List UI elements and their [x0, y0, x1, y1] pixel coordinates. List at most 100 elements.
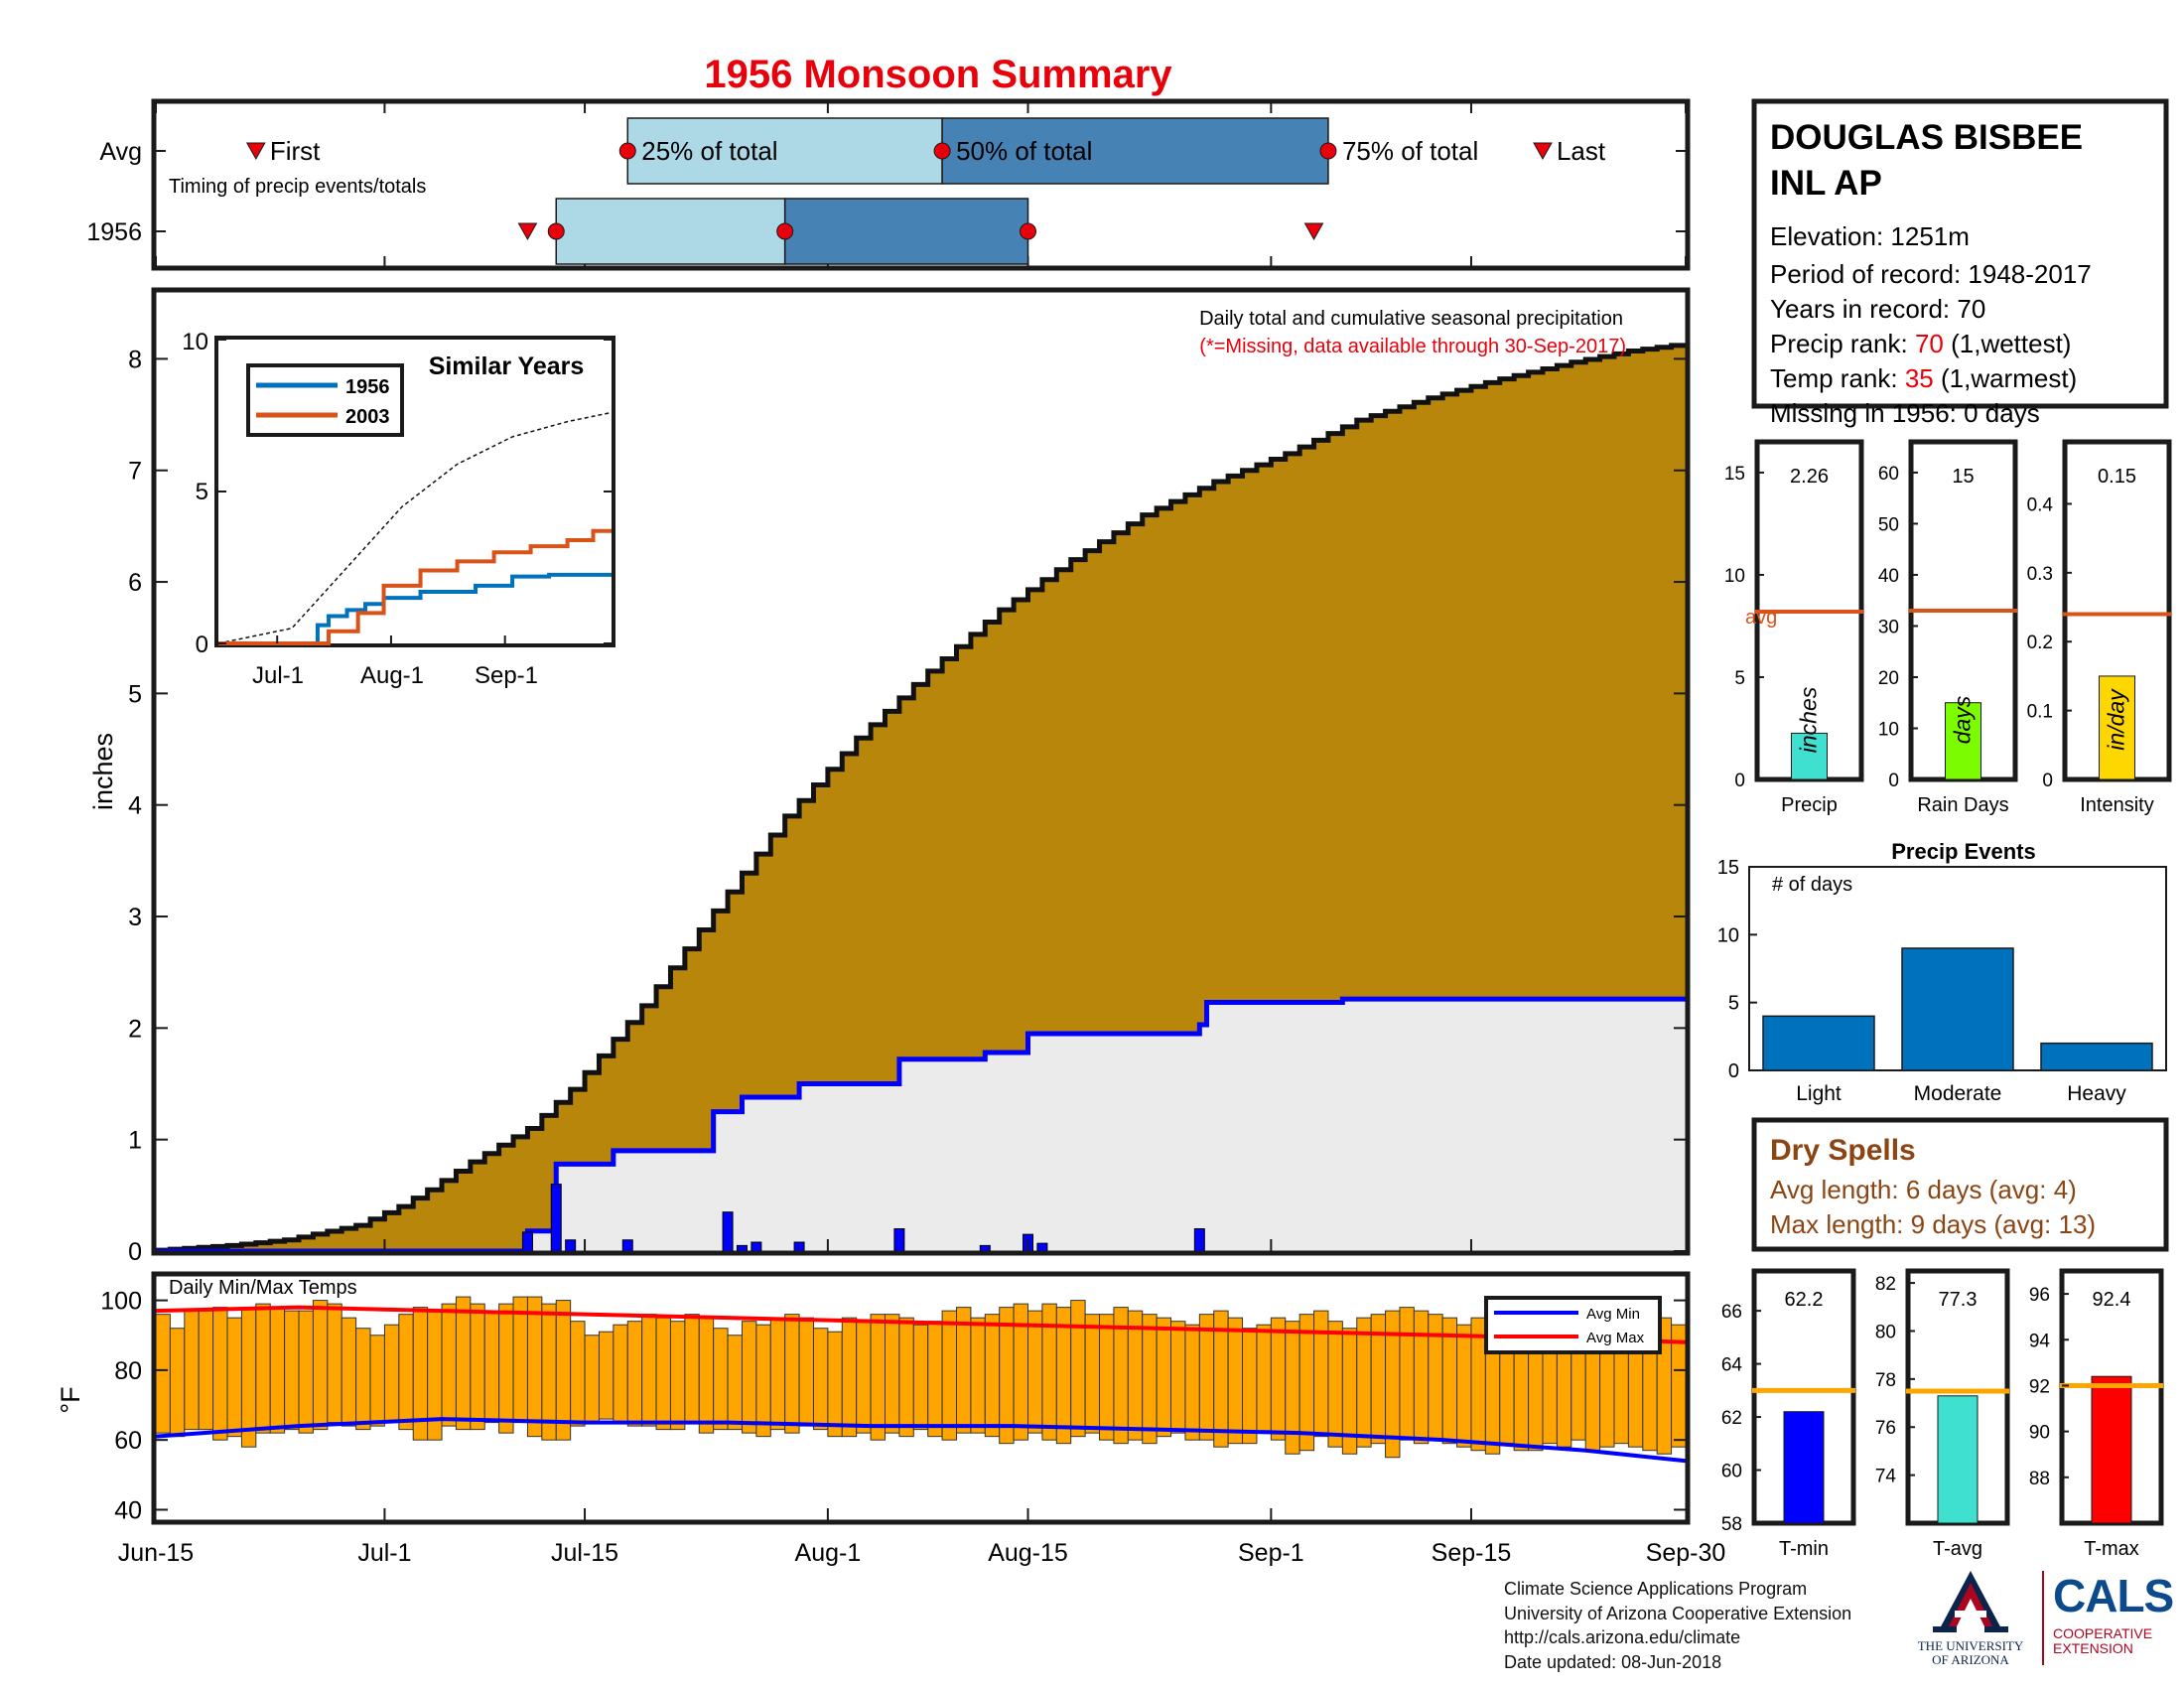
inset-legend-1956: 1956	[345, 376, 390, 398]
event-ytick-label: 15	[1717, 857, 1739, 879]
university-of-arizona-logo[interactable]: THE UNIVERSITY OF ARIZONA	[1911, 1569, 2030, 1667]
event-category-label: Light	[1796, 1082, 1842, 1105]
event-bar	[1901, 947, 2014, 1071]
daily-temp-bar	[698, 1317, 715, 1434]
daily-temp-bar	[727, 1335, 743, 1431]
x-axis-tick-label: Sep-1	[1238, 1539, 1304, 1567]
precip-events-panel: Precip Events Light Moderate Heavy 0 5 10 15 #…	[1717, 839, 2167, 1105]
daily-temp-bar	[999, 1307, 1015, 1445]
temps-legend: Avg Min Avg Max	[1484, 1296, 1662, 1354]
x-axis-tick-label: Jun-15	[118, 1539, 194, 1567]
daily-temp-bar	[641, 1314, 657, 1427]
precip-ylabel: inches	[88, 733, 118, 810]
daily-temp-bar	[1242, 1328, 1258, 1445]
ua-logo-line-2: OF ARIZONA	[1932, 1652, 2009, 1667]
daily-temp-bar	[684, 1314, 700, 1424]
timing-box-50-75	[783, 198, 1029, 265]
footer-line-3[interactable]: http://cals.arizona.edu/climate	[1504, 1627, 1741, 1647]
season-totals-panels: 2.26 Precip inches 0 5 10 15 avg 15 Rain Days days…	[1724, 439, 2172, 816]
daily-temp-bar	[884, 1314, 900, 1434]
daily-temp-bar	[613, 1324, 628, 1424]
daily-temp-bar	[870, 1314, 886, 1441]
temp-value-tmax: 92.4	[2093, 1289, 2131, 1311]
event-bar	[1762, 1015, 1875, 1071]
precip-ytick-label: 7	[128, 458, 142, 486]
x-axis-tick-label: Aug-15	[988, 1539, 1068, 1567]
temps-legend-max: Avg Max	[1586, 1330, 1645, 1346]
temp-bar-tmin	[1783, 1411, 1825, 1524]
precip-yticks: 0 1 2 3 4 5 6 7 8	[128, 346, 1686, 1266]
season-ytick-label: 15	[1724, 464, 1745, 485]
temp-ytick-label: 96	[2029, 1285, 2050, 1306]
season-temps-panels: 62.2 T-min 58 60 62 64 66 77.3 T-avg 74 76 78 80 82 92…	[1721, 1268, 2164, 1560]
inset-series-2003	[218, 528, 612, 645]
season-bar-precip	[1791, 732, 1828, 780]
temp-bar-tmax	[2091, 1375, 2132, 1524]
x-axis-tick-label: Sep-15	[1432, 1539, 1512, 1567]
daily-temp-bar	[1070, 1300, 1086, 1438]
daily-temp-bar	[512, 1296, 528, 1424]
event-category-label: Heavy	[2067, 1082, 2126, 1105]
cals-logo-line-2: EXTENSION	[2053, 1640, 2133, 1656]
daily-temp-bar	[298, 1310, 314, 1434]
station-missing: Missing in 1956: 0 days	[1770, 398, 2040, 428]
temp-ytick-label: 60	[1721, 1462, 1742, 1482]
daily-precip-bar	[793, 1241, 805, 1252]
footer-line-2: University of Arizona Cooperative Extens…	[1504, 1603, 1852, 1623]
temp-ytick-label: 74	[1875, 1467, 1897, 1487]
season-value-rain_days: 15	[1952, 466, 1974, 488]
daily-temp-bar	[483, 1310, 500, 1424]
temp-ytick-label: 94	[2029, 1331, 2051, 1351]
daily-temp-bar	[1399, 1307, 1415, 1441]
season-label-precip: Precip	[1781, 794, 1838, 816]
daily-temp-bar	[1298, 1314, 1315, 1452]
inset-xtick-aug: Aug-1	[360, 662, 424, 689]
timing-percentile-dot	[776, 222, 794, 240]
timing-row-avg-label: Avg	[99, 138, 142, 166]
x-axis-tick-label: Jul-15	[551, 1539, 618, 1567]
daily-temp-bar	[169, 1328, 186, 1438]
daily-temp-bar	[341, 1317, 357, 1427]
daily-temp-bar	[1084, 1314, 1101, 1434]
daily-temp-bar	[441, 1303, 457, 1427]
timing-first-last-marker	[245, 142, 266, 161]
station-info: DOUGLAS BISBEE INL AP Elevation: 1251m P…	[1751, 98, 2169, 428]
station-period: Period of record: 1948-2017	[1770, 259, 2092, 289]
season-ytick-label: 30	[1878, 617, 1899, 637]
season-avg-label: avg	[1745, 607, 1777, 629]
season-unit-precip: inches	[1796, 686, 1822, 753]
precip-panel: 0 1 2 3 4 5 6 7 8 inches Daily total and cumulat…	[88, 287, 1691, 1266]
daily-temp-bar	[570, 1321, 586, 1427]
daily-temp-bar	[784, 1314, 800, 1434]
year-cumulative-line	[156, 996, 1686, 1254]
daily-temp-bar	[956, 1307, 972, 1434]
cals-logo[interactable]: CALS COOPERATIVE EXTENSION	[2053, 1571, 2174, 1656]
daily-temp-bar	[398, 1314, 414, 1431]
season-ytick-label: 40	[1878, 566, 1899, 587]
inset-title: Similar Years	[429, 352, 585, 380]
daily-temp-bar	[1456, 1324, 1472, 1448]
temp-value-tmin: 62.2	[1785, 1289, 1824, 1311]
daily-precip-bar	[521, 1231, 533, 1252]
temps-ytick-label: 80	[114, 1357, 142, 1385]
daily-temp-bar	[812, 1328, 829, 1431]
season-value-intensity: 0.15	[2098, 466, 2136, 488]
daily-temp-bar	[970, 1317, 986, 1434]
season-unit-rain_days: days	[1950, 695, 1976, 744]
x-axis-tick-label: Sep-30	[1646, 1539, 1726, 1567]
season-ytick-label: 60	[1878, 464, 1899, 485]
season-bar-intensity	[2099, 675, 2135, 780]
temps-legend-min: Avg Min	[1586, 1306, 1640, 1323]
temp-ytick-label: 58	[1721, 1514, 1742, 1535]
season-ytick-label: 0	[1888, 771, 1899, 791]
dry-spells-max: Max length: 9 days (avg: 13)	[1770, 1209, 2096, 1239]
x-axis-labels: Jun-15 Jul-1 Jul-15 Aug-1 Aug-15 Sep-1 Sep-15 S…	[118, 1539, 1726, 1567]
timing-percentile-dot	[933, 142, 951, 160]
dry-spells-title: Dry Spells	[1770, 1134, 1916, 1167]
daily-temp-bar	[941, 1310, 958, 1441]
timing-first-last-marker	[1533, 142, 1553, 161]
temp-ytick-label: 76	[1875, 1418, 1896, 1439]
temps-caption: Daily Min/Max Temps	[169, 1277, 357, 1299]
daily-temp-bar	[1127, 1310, 1144, 1441]
precip-ytick-label: 5	[128, 680, 142, 708]
